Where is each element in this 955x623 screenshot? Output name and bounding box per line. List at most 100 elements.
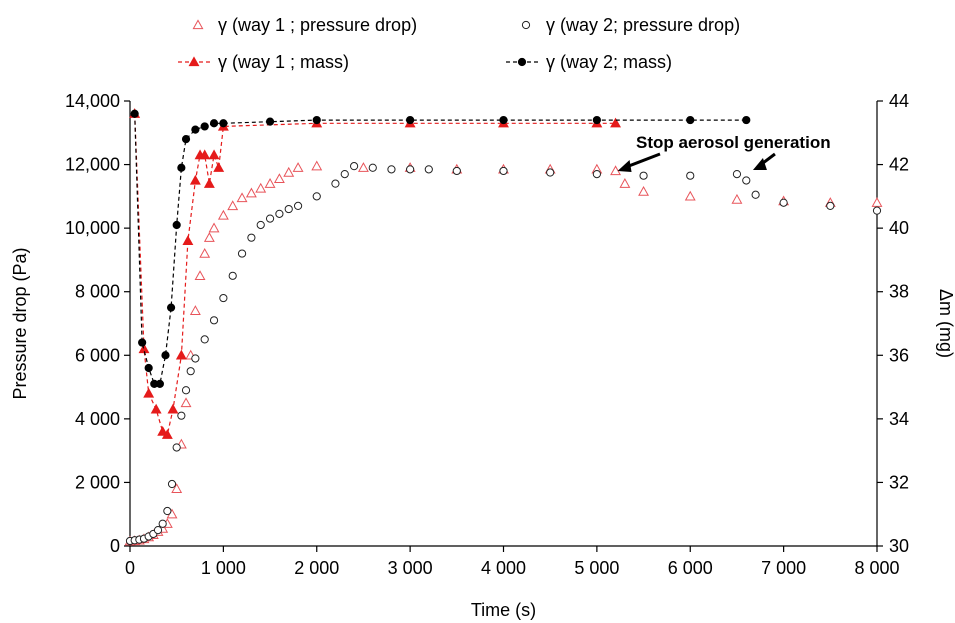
y-tick-label: 6 000 xyxy=(75,345,120,365)
x-tick-label: 1 000 xyxy=(201,558,246,578)
data-point xyxy=(175,349,187,360)
data-point xyxy=(256,220,265,230)
data-point xyxy=(157,425,169,436)
legend-marker xyxy=(521,20,531,30)
data-point xyxy=(181,135,191,144)
data-point xyxy=(180,397,192,408)
data-point xyxy=(161,351,170,360)
x-tick-label: 7 000 xyxy=(761,558,806,578)
data-point xyxy=(452,166,461,176)
legend: γ (way 1 ; pressure drop) γ (way 2; press… xyxy=(178,15,740,72)
data-point xyxy=(751,190,760,199)
data-point xyxy=(424,165,433,174)
data-point xyxy=(742,115,751,125)
data-point xyxy=(155,379,164,388)
data-point xyxy=(227,200,239,211)
data-point xyxy=(592,115,601,125)
y2-axis-label: Δm (mg) xyxy=(936,289,955,358)
series-line xyxy=(134,113,616,436)
y-tick-label: 0 xyxy=(110,536,120,556)
data-point xyxy=(200,122,209,131)
data-point xyxy=(292,162,304,172)
y2-tick-label: 32 xyxy=(889,472,909,492)
data-point xyxy=(194,270,206,281)
data-point xyxy=(350,162,359,171)
data-point xyxy=(171,483,183,493)
x-axis-label: Time (s) xyxy=(471,600,536,620)
legend-marker xyxy=(188,56,200,67)
data-point xyxy=(189,305,201,315)
data-point xyxy=(247,233,256,242)
legend-label: γ (way 1 ; pressure drop) xyxy=(218,15,417,35)
series-4 xyxy=(130,109,751,388)
data-point xyxy=(199,149,211,160)
data-point xyxy=(153,526,163,535)
data-point xyxy=(208,222,220,233)
data-point xyxy=(138,338,147,347)
data-point xyxy=(686,115,695,125)
data-point xyxy=(245,187,257,198)
y2-tick-label: 34 xyxy=(889,409,909,429)
data-point xyxy=(265,117,275,126)
data-point xyxy=(872,206,882,215)
data-point xyxy=(199,247,211,258)
data-point xyxy=(264,178,276,188)
data-point xyxy=(150,403,162,414)
data-point xyxy=(546,168,555,177)
data-point xyxy=(130,109,139,118)
data-point xyxy=(219,119,228,128)
data-point xyxy=(742,176,751,185)
legend-label: γ (way 1 ; mass) xyxy=(218,52,349,72)
legend-label: γ (way 2; pressure drop) xyxy=(546,15,740,35)
data-point xyxy=(208,149,220,160)
data-point xyxy=(638,185,650,196)
x-tick-label: 4 000 xyxy=(481,558,526,578)
data-point xyxy=(163,506,172,516)
series-line xyxy=(134,113,747,385)
data-point xyxy=(213,162,225,172)
data-point xyxy=(158,519,167,528)
data-point xyxy=(186,367,195,376)
data-point xyxy=(177,411,186,420)
legend-marker xyxy=(517,57,527,67)
data-point xyxy=(499,115,508,125)
data-point xyxy=(499,166,508,176)
data-point xyxy=(293,201,303,210)
data-point xyxy=(340,170,349,179)
x-tick-label: 2 000 xyxy=(294,558,339,578)
data-point xyxy=(331,179,340,188)
y-tick-label: 14,000 xyxy=(65,91,120,111)
data-point xyxy=(161,429,173,439)
data-point xyxy=(237,249,247,258)
data-point xyxy=(219,293,228,303)
y-tick-label: 4 000 xyxy=(75,409,120,429)
legend-label: γ (way 2; mass) xyxy=(546,52,672,72)
y-axis-label: Pressure drop (Pa) xyxy=(10,247,30,399)
legend-item-4: γ (way 2; mass) xyxy=(506,52,672,72)
data-point xyxy=(732,170,742,179)
series-2 xyxy=(125,162,882,546)
data-point xyxy=(312,192,321,201)
x-tick-label: 0 xyxy=(125,558,135,578)
data-point xyxy=(311,160,323,171)
data-point xyxy=(610,117,621,128)
data-point xyxy=(639,171,648,180)
data-point xyxy=(357,162,369,172)
y2-tick-label: 44 xyxy=(889,91,909,111)
data-point xyxy=(826,201,835,210)
data-point xyxy=(779,198,788,207)
data-point xyxy=(203,232,215,242)
data-point xyxy=(138,343,150,354)
x-tick-label: 8 000 xyxy=(854,558,899,578)
data-point xyxy=(731,193,743,204)
data-point xyxy=(144,363,153,373)
y2-tick-label: 42 xyxy=(889,155,909,175)
data-point xyxy=(686,171,695,180)
data-point xyxy=(182,235,194,246)
data-point xyxy=(684,190,696,201)
x-tick-label: 6 000 xyxy=(668,558,713,578)
data-point xyxy=(283,166,295,177)
data-point xyxy=(368,163,377,172)
x-tick-label: 5 000 xyxy=(574,558,619,578)
data-point xyxy=(172,443,181,452)
